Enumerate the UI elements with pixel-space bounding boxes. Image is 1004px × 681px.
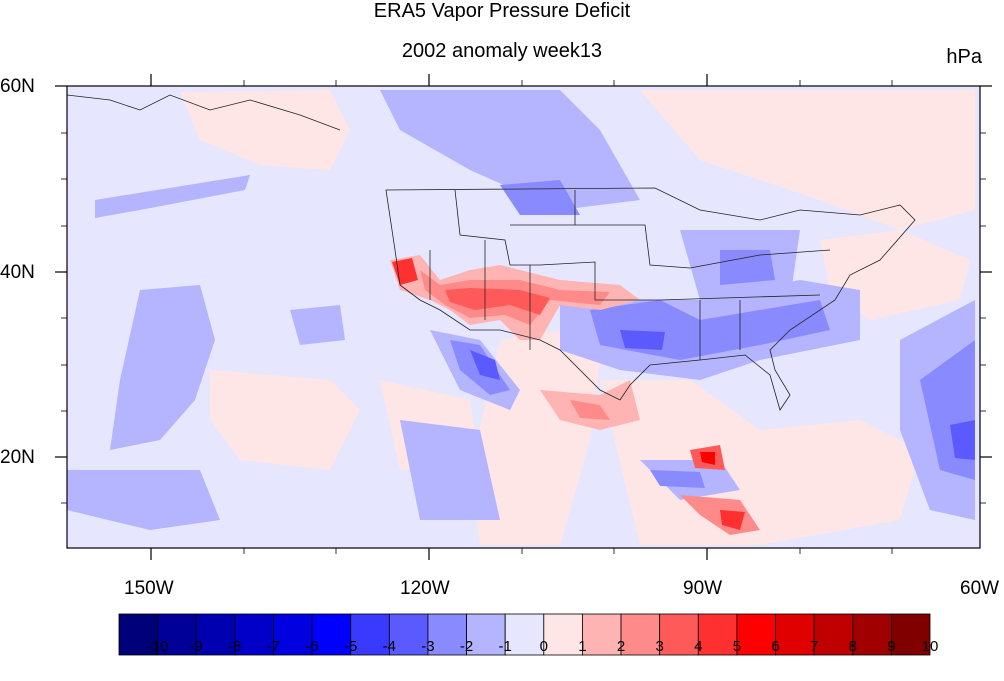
colorbar-tick-label: -5 [344, 638, 358, 655]
colorbar-swatch [311, 613, 352, 656]
map-subtitle: 2002 anomaly week13 [401, 40, 603, 62]
colorbar-tick-label: -2 [459, 638, 474, 655]
axis-minor-ticks [61, 80, 986, 554]
colorbar-tick-label: 0 [539, 638, 548, 655]
colorbar-swatch [273, 613, 313, 656]
colorbar-tick-label: 9 [887, 638, 896, 655]
map-title: ERA5 Vapor Pressure Deficit [373, 0, 631, 22]
colorbar-swatch [427, 613, 467, 656]
colorbar-tick-label: 2 [616, 638, 626, 655]
colorbar-swatch [195, 613, 236, 656]
colorbar-tick-label: -6 [305, 638, 319, 655]
lat-label-20n: 20N [0, 447, 35, 468]
colorbar-tick-label: -10 [146, 638, 169, 655]
colorbar-swatch [543, 613, 583, 656]
lon-label-120w: 120W [400, 578, 450, 599]
colorbar-swatch [234, 613, 274, 656]
map-frame [66, 85, 981, 549]
colorbar-tick-label: 8 [848, 638, 857, 655]
lat-label-40n: 40N [0, 262, 35, 283]
colorbar-swatch [118, 613, 159, 656]
lat-label-60n: 60N [0, 76, 35, 97]
colorbar-tick-label: -9 [189, 638, 203, 655]
colorbar-swatch [890, 613, 931, 656]
colorbar-tick-label: 5 [732, 638, 742, 655]
colorbar-swatch [504, 613, 545, 656]
colorbar-tick-label: -8 [228, 638, 242, 655]
colorbar-tick-label: -1 [498, 638, 512, 655]
colorbar-swatch [466, 613, 506, 656]
colorbar-swatch [350, 613, 390, 656]
colorbar-tick-label: 4 [694, 638, 703, 655]
colorbar-tick-label: -3 [421, 638, 435, 655]
colorbar-swatch [388, 613, 429, 656]
colorbar-tick-label: 10 [921, 638, 939, 655]
colorbar-tick-label: -4 [382, 638, 396, 655]
colorbar-tick-label: 6 [771, 638, 780, 655]
lon-label-90w: 90W [683, 578, 723, 599]
colorbar-tick-label: -7 [266, 638, 281, 655]
map-plot-area [66, 86, 980, 548]
lon-label-150w: 150W [124, 578, 174, 599]
colorbar [118, 613, 931, 656]
colorbar-tick-label: 3 [655, 638, 664, 655]
colorbar-swatch [620, 613, 661, 656]
colorbar-swatch [157, 613, 197, 656]
axis-ticks [55, 74, 992, 560]
colorbar-tick-label: 7 [809, 638, 819, 655]
units-label: hPa [946, 46, 982, 68]
colorbar-tick-label: 1 [578, 638, 587, 655]
lon-label-60w: 60W [960, 578, 1000, 599]
